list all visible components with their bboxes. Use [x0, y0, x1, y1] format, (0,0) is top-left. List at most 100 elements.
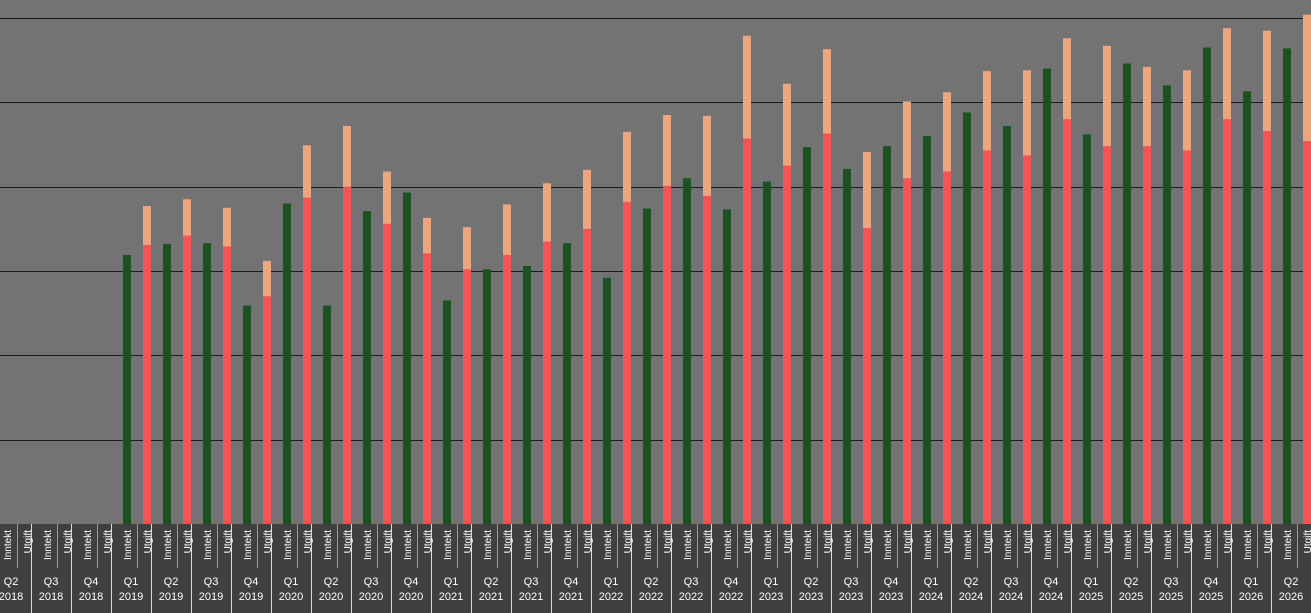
inntekt-bar: [1123, 63, 1131, 524]
sub-label-utgift: Utgift: [1263, 530, 1274, 554]
utgift-base-bar: [703, 195, 711, 524]
inntekt-bar: [443, 300, 451, 524]
utgift-base-bar: [183, 235, 191, 524]
year-label: 2020: [399, 591, 423, 603]
utgift-extra-bar: [863, 152, 871, 228]
sub-label-inntekt: Inntekt: [883, 530, 894, 560]
quarter-label: Q3: [844, 576, 859, 588]
utgift-extra-bar: [183, 199, 191, 236]
year-label: 2024: [959, 591, 983, 603]
sub-label-inntekt: Inntekt: [43, 530, 54, 560]
utgift-extra-bar: [223, 207, 231, 247]
inntekt-bar: [643, 208, 651, 525]
year-label: 2018: [39, 591, 63, 603]
year-label: 2021: [479, 591, 503, 603]
quarter-label: Q3: [204, 576, 219, 588]
utgift-base-bar: [503, 254, 511, 524]
inntekt-bar: [1043, 68, 1051, 524]
sub-label-inntekt: Inntekt: [123, 530, 134, 560]
utgift-extra-bar: [983, 71, 991, 151]
utgift-base-bar: [1063, 119, 1071, 524]
sub-label-inntekt: Inntekt: [1203, 530, 1214, 560]
utgift-extra-bar: [343, 125, 351, 187]
sub-label-inntekt: Inntekt: [763, 530, 774, 560]
sub-label-utgift: Utgift: [1183, 530, 1194, 554]
utgift-extra-bar: [1223, 28, 1231, 120]
sub-label-utgift: Utgift: [1303, 530, 1311, 554]
quarter-label: Q4: [1204, 576, 1219, 588]
quarter-label: Q4: [724, 576, 739, 588]
sub-label-utgift: Utgift: [1063, 530, 1074, 554]
inntekt-bar: [1243, 91, 1251, 525]
inntekt-bar: [683, 178, 691, 524]
year-label: 2025: [1199, 591, 1223, 603]
sub-label-utgift: Utgift: [903, 530, 914, 554]
sub-label-utgift: Utgift: [983, 530, 994, 554]
inntekt-bar: [1083, 134, 1091, 524]
utgift-extra-bar: [703, 115, 711, 196]
inntekt-bar: [243, 305, 251, 524]
sub-label-utgift: Utgift: [63, 530, 74, 554]
year-label: 2021: [519, 591, 543, 603]
utgift-base-bar: [423, 253, 431, 525]
sub-label-inntekt: Inntekt: [3, 530, 14, 560]
sub-label-inntekt: Inntekt: [643, 530, 654, 560]
year-label: 2025: [1159, 591, 1183, 603]
sub-label-inntekt: Inntekt: [683, 530, 694, 560]
utgift-extra-bar: [823, 49, 831, 134]
quarter-label: Q1: [764, 576, 779, 588]
year-label: 2019: [159, 591, 183, 603]
utgift-extra-bar: [903, 101, 911, 179]
utgift-extra-bar: [1263, 30, 1271, 132]
sub-label-inntekt: Inntekt: [203, 530, 214, 560]
inntekt-bar: [763, 181, 771, 524]
sub-label-utgift: Utgift: [543, 530, 554, 554]
sub-label-utgift: Utgift: [623, 530, 634, 554]
year-label: 2018: [79, 591, 103, 603]
year-label: 2026: [1239, 591, 1263, 603]
inntekt-bar: [523, 265, 531, 524]
utgift-base-bar: [863, 227, 871, 525]
inntekt-bar: [163, 244, 171, 524]
inntekt-bar: [1203, 47, 1211, 525]
quarter-label: Q4: [84, 576, 99, 588]
sub-label-utgift: Utgift: [103, 530, 114, 554]
quarter-label: Q2: [484, 576, 499, 588]
sub-label-utgift: Utgift: [583, 530, 594, 554]
utgift-extra-bar: [1183, 70, 1191, 151]
sub-label-inntekt: Inntekt: [403, 530, 414, 560]
sub-label-inntekt: Inntekt: [523, 530, 534, 560]
sub-label-utgift: Utgift: [863, 530, 874, 554]
sub-label-inntekt: Inntekt: [563, 530, 574, 560]
inntekt-bar: [203, 243, 211, 525]
quarter-label: Q1: [604, 576, 619, 588]
utgift-extra-bar: [543, 183, 551, 242]
utgift-base-bar: [463, 269, 471, 524]
sub-label-inntekt: Inntekt: [443, 530, 454, 560]
utgift-extra-bar: [263, 260, 271, 297]
year-label: 2025: [1079, 591, 1103, 603]
gridlines: [0, 18, 1311, 441]
sub-label-inntekt: Inntekt: [243, 530, 254, 560]
sub-label-utgift: Utgift: [303, 530, 314, 554]
sub-label-inntekt: Inntekt: [843, 530, 854, 560]
quarter-label: Q4: [404, 576, 419, 588]
quarter-label: Q4: [884, 576, 899, 588]
sub-label-utgift: Utgift: [503, 530, 514, 554]
utgift-base-bar: [903, 178, 911, 524]
quarter-label: Q1: [124, 576, 139, 588]
quarter-label: Q4: [244, 576, 259, 588]
utgift-extra-bar: [1063, 38, 1071, 120]
year-label: 2019: [119, 591, 143, 603]
utgift-extra-bar: [503, 204, 511, 255]
year-label: 2022: [639, 591, 663, 603]
utgift-extra-bar: [303, 145, 311, 198]
sub-label-utgift: Utgift: [823, 530, 834, 554]
sub-label-inntekt: Inntekt: [163, 530, 174, 560]
utgift-extra-bar: [1103, 45, 1111, 147]
year-label: 2024: [1039, 591, 1063, 603]
sub-label-utgift: Utgift: [743, 530, 754, 554]
quarter-label: Q1: [284, 576, 299, 588]
